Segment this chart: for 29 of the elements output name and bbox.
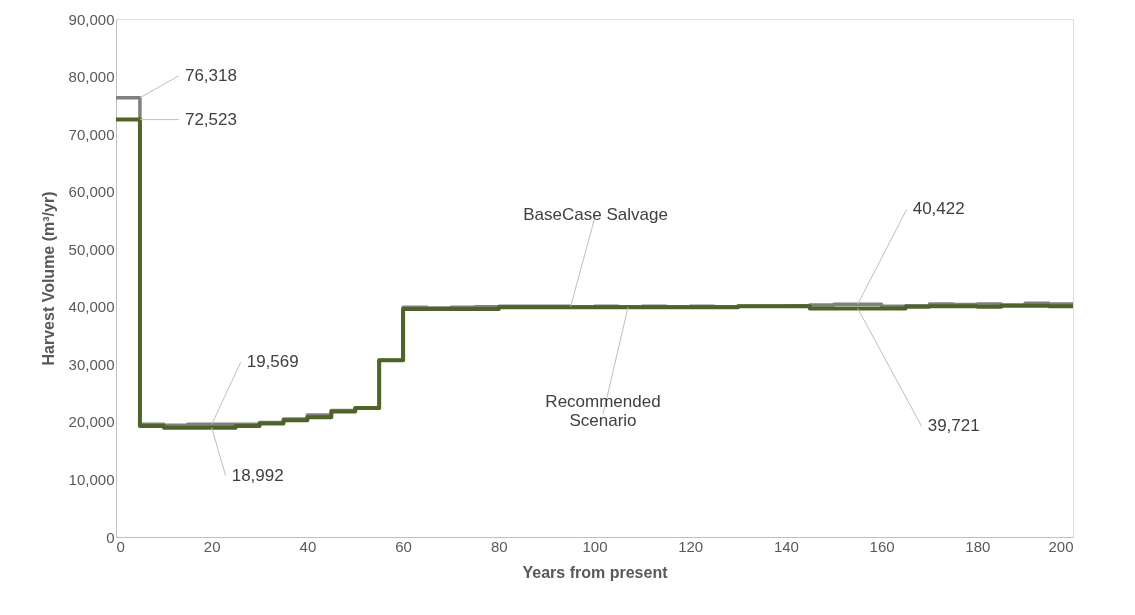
x-tick-label: 180: [965, 537, 991, 555]
x-tick-label: 60: [395, 537, 412, 555]
y-tick-label: 40,000: [68, 298, 115, 316]
x-tick-label: 80: [490, 537, 508, 555]
y-tick-label: 50,000: [68, 240, 115, 258]
y-tick-label: 80,000: [68, 68, 115, 86]
annotation: 40,422: [912, 199, 965, 219]
x-tick-label: 100: [582, 537, 608, 555]
annotation: 18,992: [231, 465, 284, 485]
x-tick-label: 40: [299, 537, 317, 555]
x-tick-label: 120: [678, 537, 704, 555]
y-tick-label: 10,000: [68, 470, 115, 488]
y-tick-label: 60,000: [68, 183, 115, 201]
y-tick-label: 20,000: [68, 413, 115, 431]
y-tick-label: 30,000: [68, 355, 115, 373]
x-tick-label: 160: [869, 537, 895, 555]
x-axis-title: Years from present: [522, 563, 669, 581]
annotation: BaseCase Salvage: [523, 204, 668, 224]
annotation: 39,721: [927, 416, 980, 436]
annotation: 19,569: [246, 352, 299, 372]
y-tick-label: 70,000: [68, 125, 115, 143]
annotation: 76,318: [184, 65, 237, 85]
x-tick-label: 200: [1048, 537, 1074, 555]
y-axis-title: Harvest Volume (m³/yr): [39, 191, 57, 366]
y-tick-label: 90,000: [68, 10, 115, 28]
x-tick-label: 20: [203, 537, 221, 555]
x-tick-label: 140: [773, 537, 799, 555]
annotation: 72,523: [184, 109, 237, 129]
annotation: Recommended Scenario: [545, 392, 661, 431]
